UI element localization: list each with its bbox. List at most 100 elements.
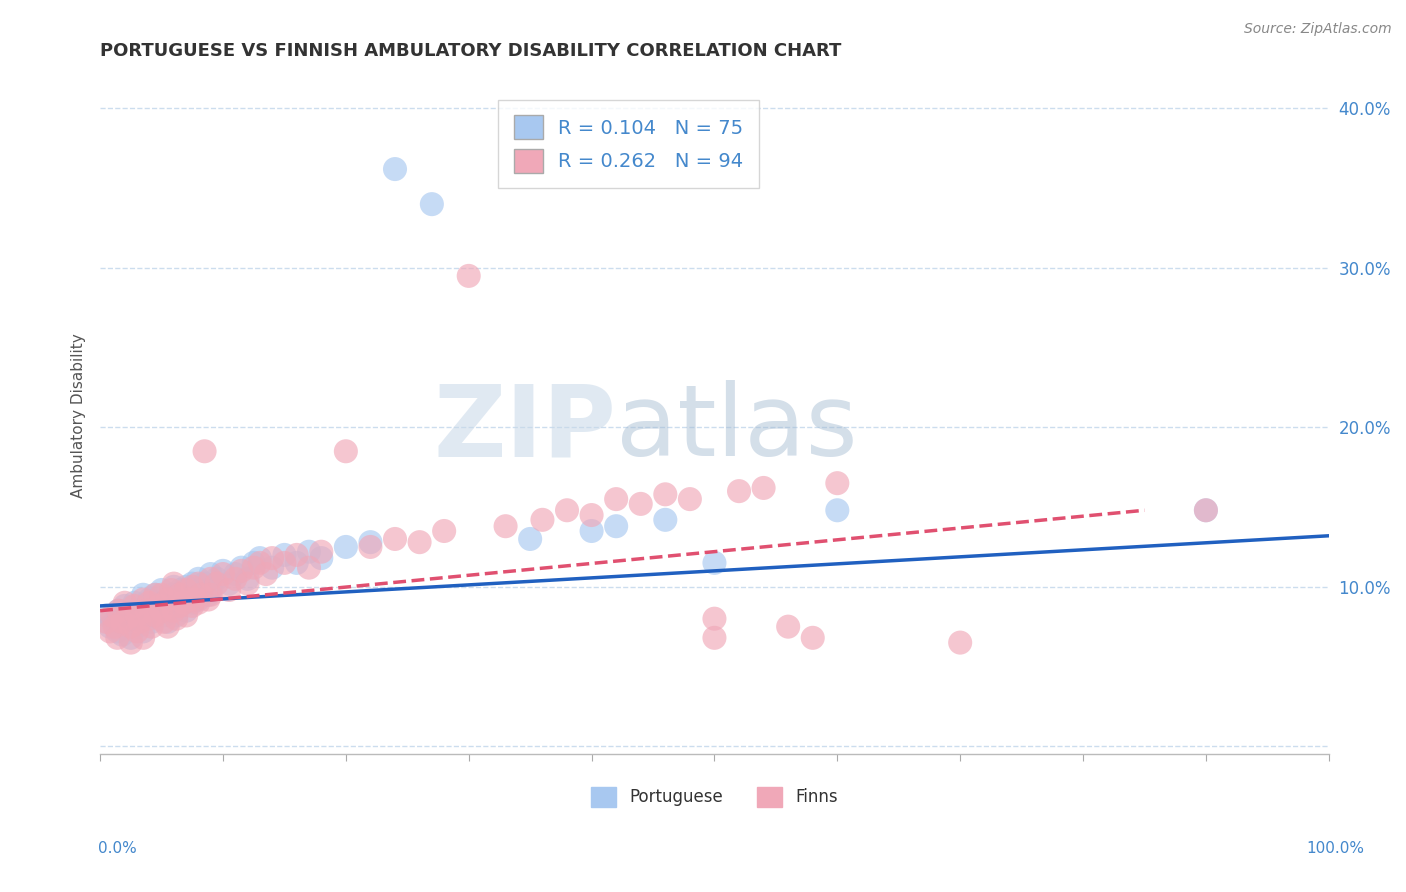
- Point: [1195, 503, 1218, 517]
- Point: [150, 582, 173, 597]
- Point: [218, 576, 240, 591]
- Point: [285, 548, 308, 562]
- Point: [169, 596, 191, 610]
- Point: [581, 524, 603, 538]
- Point: [495, 519, 517, 533]
- Point: [177, 592, 200, 607]
- Point: [190, 582, 212, 597]
- Point: [153, 608, 176, 623]
- Point: [242, 556, 264, 570]
- Point: [160, 588, 183, 602]
- Point: [335, 540, 357, 554]
- Point: [169, 599, 191, 613]
- Point: [212, 567, 235, 582]
- Point: [778, 620, 800, 634]
- Point: [107, 604, 129, 618]
- Point: [359, 540, 381, 554]
- Point: [141, 620, 163, 634]
- Point: [531, 513, 554, 527]
- Text: 0.0%: 0.0%: [98, 841, 138, 856]
- Point: [298, 545, 321, 559]
- Point: [174, 582, 197, 597]
- Point: [101, 612, 124, 626]
- Point: [200, 588, 222, 602]
- Point: [145, 608, 167, 623]
- Point: [148, 599, 170, 613]
- Point: [120, 631, 142, 645]
- Point: [120, 635, 142, 649]
- Point: [124, 599, 146, 613]
- Point: [555, 503, 578, 517]
- Point: [184, 588, 207, 602]
- Point: [132, 588, 155, 602]
- Point: [98, 624, 121, 639]
- Point: [181, 596, 204, 610]
- Point: [96, 608, 118, 623]
- Point: [111, 615, 134, 629]
- Point: [703, 612, 725, 626]
- Point: [949, 635, 972, 649]
- Point: [156, 592, 179, 607]
- Point: [224, 567, 246, 582]
- Point: [359, 535, 381, 549]
- Point: [135, 604, 157, 618]
- Point: [101, 608, 124, 623]
- Point: [581, 508, 603, 522]
- Point: [249, 556, 271, 570]
- Point: [138, 608, 160, 623]
- Point: [174, 580, 197, 594]
- Point: [163, 576, 186, 591]
- Point: [827, 476, 849, 491]
- Text: PORTUGUESE VS FINNISH AMBULATORY DISABILITY CORRELATION CHART: PORTUGUESE VS FINNISH AMBULATORY DISABIL…: [100, 42, 842, 60]
- Point: [249, 551, 271, 566]
- Point: [125, 620, 148, 634]
- Point: [107, 604, 129, 618]
- Point: [156, 620, 179, 634]
- Point: [1195, 503, 1218, 517]
- Point: [114, 599, 136, 613]
- Point: [165, 612, 187, 626]
- Point: [519, 532, 541, 546]
- Point: [273, 548, 295, 562]
- Point: [703, 631, 725, 645]
- Point: [125, 608, 148, 623]
- Point: [138, 596, 160, 610]
- Point: [132, 592, 155, 607]
- Point: [128, 612, 150, 626]
- Point: [827, 503, 849, 517]
- Point: [163, 599, 186, 613]
- Point: [187, 576, 209, 591]
- Point: [187, 572, 209, 586]
- Point: [433, 524, 456, 538]
- Point: [254, 567, 277, 582]
- Point: [236, 572, 259, 586]
- Point: [384, 162, 406, 177]
- Point: [187, 592, 209, 607]
- Point: [120, 620, 142, 634]
- Point: [218, 582, 240, 597]
- Point: [285, 556, 308, 570]
- Point: [163, 580, 186, 594]
- Point: [111, 627, 134, 641]
- Point: [205, 572, 228, 586]
- Point: [193, 444, 215, 458]
- Point: [654, 513, 676, 527]
- Point: [605, 492, 627, 507]
- Point: [173, 592, 195, 607]
- Point: [181, 580, 204, 594]
- Point: [679, 492, 702, 507]
- Text: Source: ZipAtlas.com: Source: ZipAtlas.com: [1244, 22, 1392, 37]
- Point: [236, 576, 259, 591]
- Point: [132, 624, 155, 639]
- Point: [104, 620, 127, 634]
- Text: atlas: atlas: [616, 381, 858, 477]
- Point: [125, 624, 148, 639]
- Y-axis label: Ambulatory Disability: Ambulatory Disability: [72, 333, 86, 498]
- Point: [145, 588, 167, 602]
- Point: [605, 519, 627, 533]
- Point: [153, 615, 176, 629]
- Point: [96, 615, 118, 629]
- Point: [184, 592, 207, 607]
- Point: [457, 268, 479, 283]
- Point: [128, 615, 150, 629]
